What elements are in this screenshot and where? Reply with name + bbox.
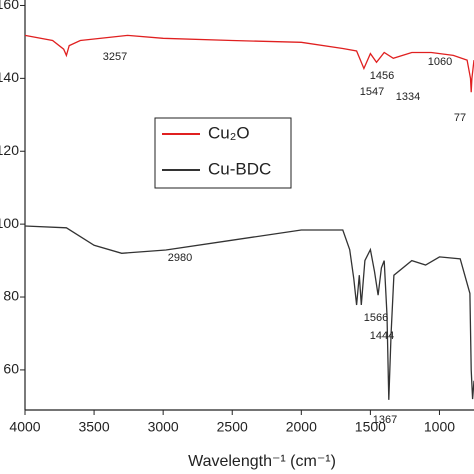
line bbox=[24, 225, 474, 400]
annotation: 1444 bbox=[370, 330, 394, 342]
annotation: 1367 bbox=[373, 414, 397, 426]
x-axis-label: Wavelength⁻¹ (cm⁻¹) bbox=[188, 453, 336, 470]
x-tick-label: 4000 bbox=[9, 419, 40, 435]
y-tick-label: 160 bbox=[0, 0, 19, 12]
x-tick-label: 3500 bbox=[78, 419, 109, 435]
annotation: 77 bbox=[454, 112, 466, 124]
x-tick-label: 1500 bbox=[355, 419, 386, 435]
legend-label: Cu-BDC bbox=[208, 159, 271, 178]
y-tick-label: 60 bbox=[3, 361, 19, 377]
legend-box bbox=[154, 117, 292, 189]
y-tick-label: 100 bbox=[0, 215, 19, 231]
annotation: 3257 bbox=[103, 51, 127, 63]
x-tick-label: 1000 bbox=[424, 419, 455, 435]
line bbox=[24, 34, 474, 93]
annotation: 2980 bbox=[168, 252, 192, 264]
annotation: 1334 bbox=[396, 91, 420, 103]
annotation: 1547 bbox=[360, 86, 384, 98]
x-tick-label: 2500 bbox=[217, 419, 248, 435]
y-tick-label: 120 bbox=[0, 142, 19, 158]
annotation: 1456 bbox=[370, 70, 394, 82]
x-tick-label: 3000 bbox=[148, 419, 179, 435]
annotation: 1060 bbox=[428, 56, 452, 68]
annotation: 1566 bbox=[364, 312, 388, 324]
y-tick-label: 140 bbox=[0, 69, 19, 85]
legend-label: Cu₂O bbox=[208, 123, 250, 142]
x-tick-label: 2000 bbox=[286, 419, 317, 435]
y-tick-label: 80 bbox=[3, 288, 19, 304]
